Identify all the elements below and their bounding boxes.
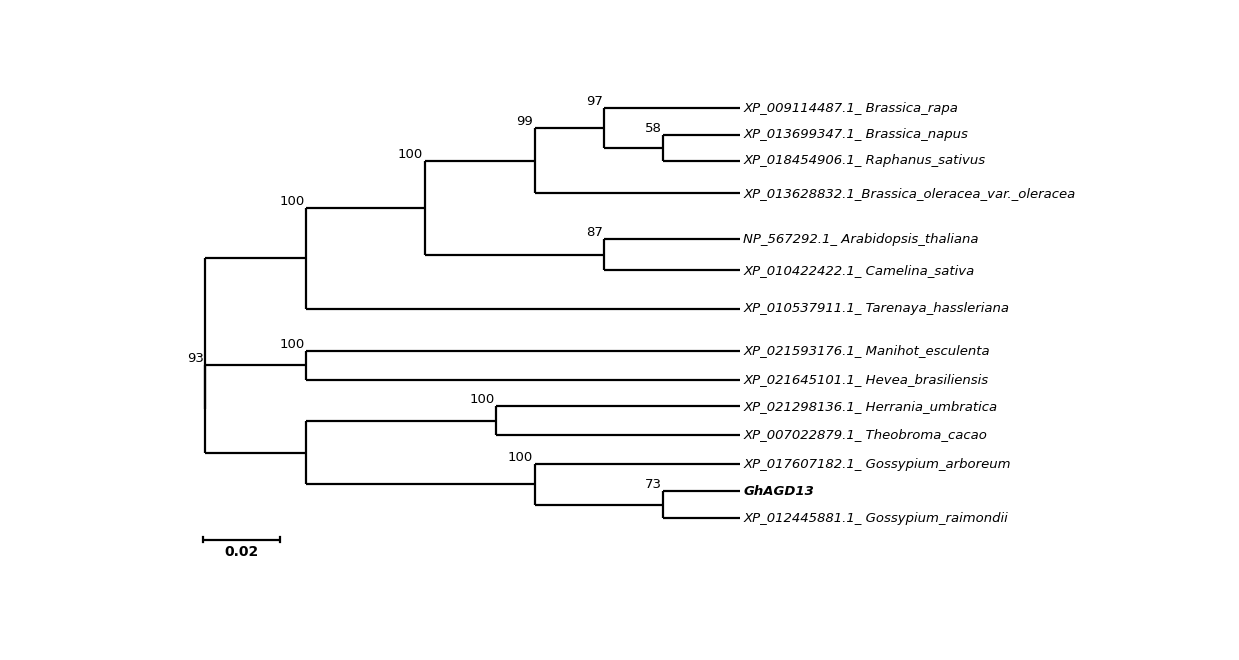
- Text: XP_013628832.1_Brassica_oleracea_var._oleracea: XP_013628832.1_Brassica_oleracea_var._ol…: [743, 187, 1075, 200]
- Text: 0.02: 0.02: [224, 545, 259, 559]
- Text: XP_013699347.1_ Brassica_napus: XP_013699347.1_ Brassica_napus: [743, 128, 968, 141]
- Text: XP_010537911.1_ Tarenaya_hassleriana: XP_010537911.1_ Tarenaya_hassleriana: [743, 302, 1009, 315]
- Text: 97: 97: [586, 96, 603, 108]
- Text: 93: 93: [187, 352, 203, 365]
- Text: 87: 87: [586, 226, 603, 240]
- Text: 99: 99: [517, 115, 533, 128]
- Text: 100: 100: [508, 451, 533, 464]
- Text: XP_007022879.1_ Theobroma_cacao: XP_007022879.1_ Theobroma_cacao: [743, 428, 987, 442]
- Text: XP_010422422.1_ Camelina_sativa: XP_010422422.1_ Camelina_sativa: [743, 263, 974, 277]
- Text: XP_021298136.1_ Herrania_umbratica: XP_021298136.1_ Herrania_umbratica: [743, 400, 997, 413]
- Text: XP_018454906.1_ Raphanus_sativus: XP_018454906.1_ Raphanus_sativus: [743, 154, 985, 168]
- Text: 73: 73: [644, 478, 662, 491]
- Text: XP_021593176.1_ Manihot_esculenta: XP_021593176.1_ Manihot_esculenta: [743, 345, 990, 358]
- Text: XP_009114487.1_ Brassica_rapa: XP_009114487.1_ Brassica_rapa: [743, 102, 958, 115]
- Text: XP_017607182.1_ Gossypium_arboreum: XP_017607182.1_ Gossypium_arboreum: [743, 457, 1011, 471]
- Text: 100: 100: [279, 195, 305, 208]
- Text: NP_567292.1_ Arabidopsis_thaliana: NP_567292.1_ Arabidopsis_thaliana: [743, 233, 979, 246]
- Text: 100: 100: [279, 338, 305, 351]
- Text: 100: 100: [470, 393, 494, 407]
- Text: GhAGD13: GhAGD13: [743, 484, 814, 498]
- Text: XP_012445881.1_ Gossypium_raimondii: XP_012445881.1_ Gossypium_raimondii: [743, 512, 1007, 525]
- Text: 100: 100: [398, 148, 422, 160]
- Text: 58: 58: [644, 121, 662, 135]
- Text: XP_021645101.1_ Hevea_brasiliensis: XP_021645101.1_ Hevea_brasiliensis: [743, 373, 989, 386]
